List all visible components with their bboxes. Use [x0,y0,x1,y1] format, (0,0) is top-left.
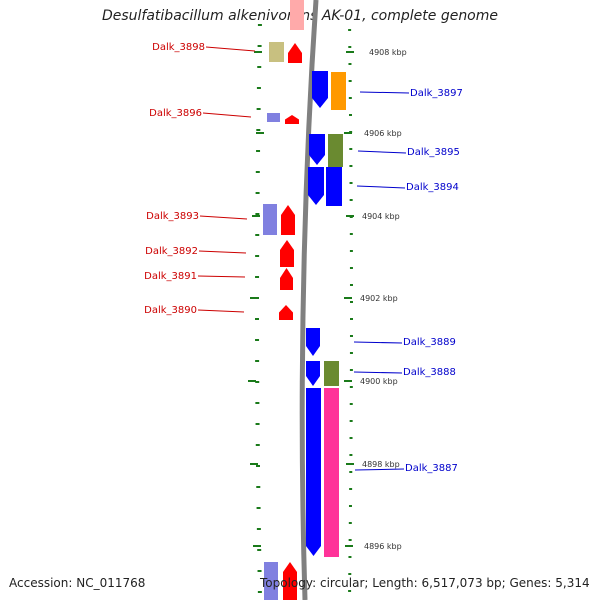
feature-partial-top[interactable] [290,0,304,30]
gene-arrow-3896[interactable] [285,115,299,124]
gene-arrow-3891[interactable] [280,268,293,290]
accession-text: Accession: NC_011768 [9,576,146,590]
gene-label-right[interactable]: Dalk_3895 [407,147,460,158]
scale-label: 4906 kbp [364,129,402,138]
feature-tan-3898[interactable] [269,42,284,62]
genome-backbone [299,0,319,600]
gene-label-left[interactable]: Dalk_3891 [144,271,197,282]
gene-arrow-3894[interactable] [308,167,324,205]
gene-label-right[interactable]: Dalk_3888 [403,367,456,378]
gene-leader-line-left [198,250,247,254]
gene-leader-line-left [197,275,246,278]
gene-label-left[interactable]: Dalk_3890 [144,305,197,316]
gene-arrow-3893[interactable] [281,205,295,235]
gene-arrow-3889[interactable] [306,328,320,356]
feature-blue-3894[interactable] [326,167,342,206]
gene-label-left[interactable]: Dalk_3893 [146,211,199,222]
gene-arrow-3887[interactable] [306,388,321,556]
gene-arrow-3888[interactable] [306,361,320,386]
gene-label-right[interactable]: Dalk_3889 [403,337,456,348]
gene-label-left[interactable]: Dalk_3892 [145,246,198,257]
feature-olive-3888[interactable] [324,361,339,386]
feature-olive-3895[interactable] [328,134,343,167]
gene-leader-line-right [353,341,403,344]
gene-leader-line-right [356,185,406,189]
gene-leader-line-left [199,215,248,220]
gene-label-left[interactable]: Dalk_3896 [149,108,202,119]
feature-purple-3893[interactable] [263,204,277,235]
gene-leader-line-right [359,91,410,94]
feature-pink-3887[interactable] [324,388,339,557]
scale-label: 4904 kbp [362,212,400,221]
gene-label-right[interactable]: Dalk_3887 [405,463,458,474]
gene-label-left[interactable]: Dalk_3898 [152,42,205,53]
gene-leader-line-right [354,468,405,471]
gene-leader-line-left [205,46,256,52]
gene-arrow-3895[interactable] [309,134,325,165]
gene-leader-line-left [197,309,245,313]
genome-summary-text: Topology: circular; Length: 6,517,073 bp… [260,576,590,590]
feature-purple-bottom[interactable] [264,562,278,600]
gene-arrow-bottom[interactable] [283,562,297,600]
gene-label-right[interactable]: Dalk_3894 [406,182,459,193]
gene-arrow-3898[interactable] [288,43,302,63]
feature-purple-3896[interactable] [267,113,280,122]
scale-label: 4898 kbp [362,460,400,469]
scale-label: 4902 kbp [360,294,398,303]
scale-label: 4908 kbp [369,48,407,57]
gene-leader-line-right [357,150,407,154]
gene-arrow-3890[interactable] [279,305,293,320]
gene-arrow-3892[interactable] [280,240,294,267]
gene-leader-line-right [353,371,403,374]
scale-label: 4900 kbp [360,377,398,386]
gene-arrow-3897[interactable] [312,71,328,108]
gene-label-right[interactable]: Dalk_3897 [410,88,463,99]
gene-leader-line-left [202,112,252,118]
scale-label: 4896 kbp [364,542,402,551]
feature-orange-3897[interactable] [331,72,346,110]
